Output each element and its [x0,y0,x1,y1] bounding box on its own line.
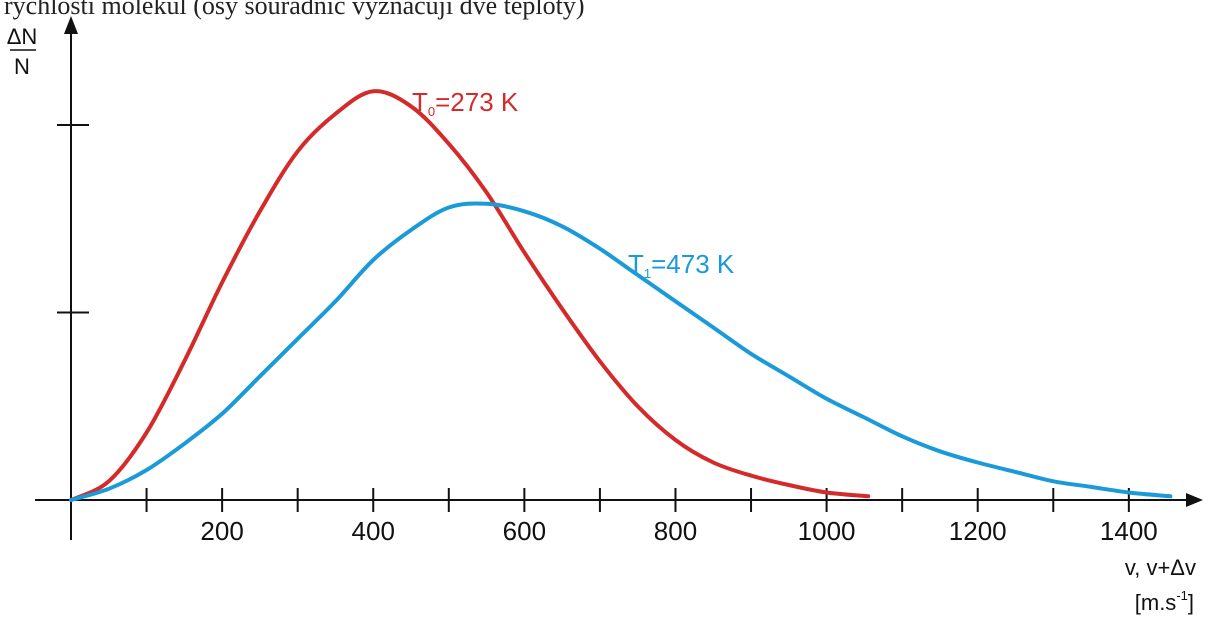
top-cut-text: rychlostí molekul (osy souřadnic vyznaču… [4,0,585,20]
x-axis-unit: [m.s-1] [1135,588,1194,615]
x-axis-unit-main: [m.s [1135,590,1177,615]
series-labels-group: T0=273 K T1=473 K [412,87,735,281]
series-line-0 [69,89,871,502]
series-label-1: T1=473 K [628,249,735,281]
y-axis-arrow-icon [64,16,78,34]
x-tick-label-1000: 1000 [798,516,856,546]
x-tick-labels-group: 200 400 600 800 1000 1200 1400 [200,516,1157,546]
x-tick-label-600: 600 [503,516,546,546]
series-line-1 [69,201,1173,502]
x-axis-arrow-icon [1186,493,1203,507]
x-tick-label-400: 400 [352,516,395,546]
x-tick-label-200: 200 [200,516,243,546]
x-tick-label-1200: 1200 [949,516,1007,546]
y-axis-label-numerator: ΔN [7,24,38,49]
x-tick-label-800: 800 [654,516,697,546]
y-axis-label-denominator: N [14,54,30,79]
x-tick-label-1400: 1400 [1100,516,1158,546]
y-ticks-group [57,124,89,314]
x-axis-unit-end: ] [1188,590,1194,615]
x-axis-unit-sup: -1 [1176,588,1188,603]
series-group [69,89,1173,502]
x-ticks-group [145,488,1130,512]
x-axis-label: v, v+Δv [1125,555,1196,580]
series-label-0: T0=273 K [412,87,519,119]
